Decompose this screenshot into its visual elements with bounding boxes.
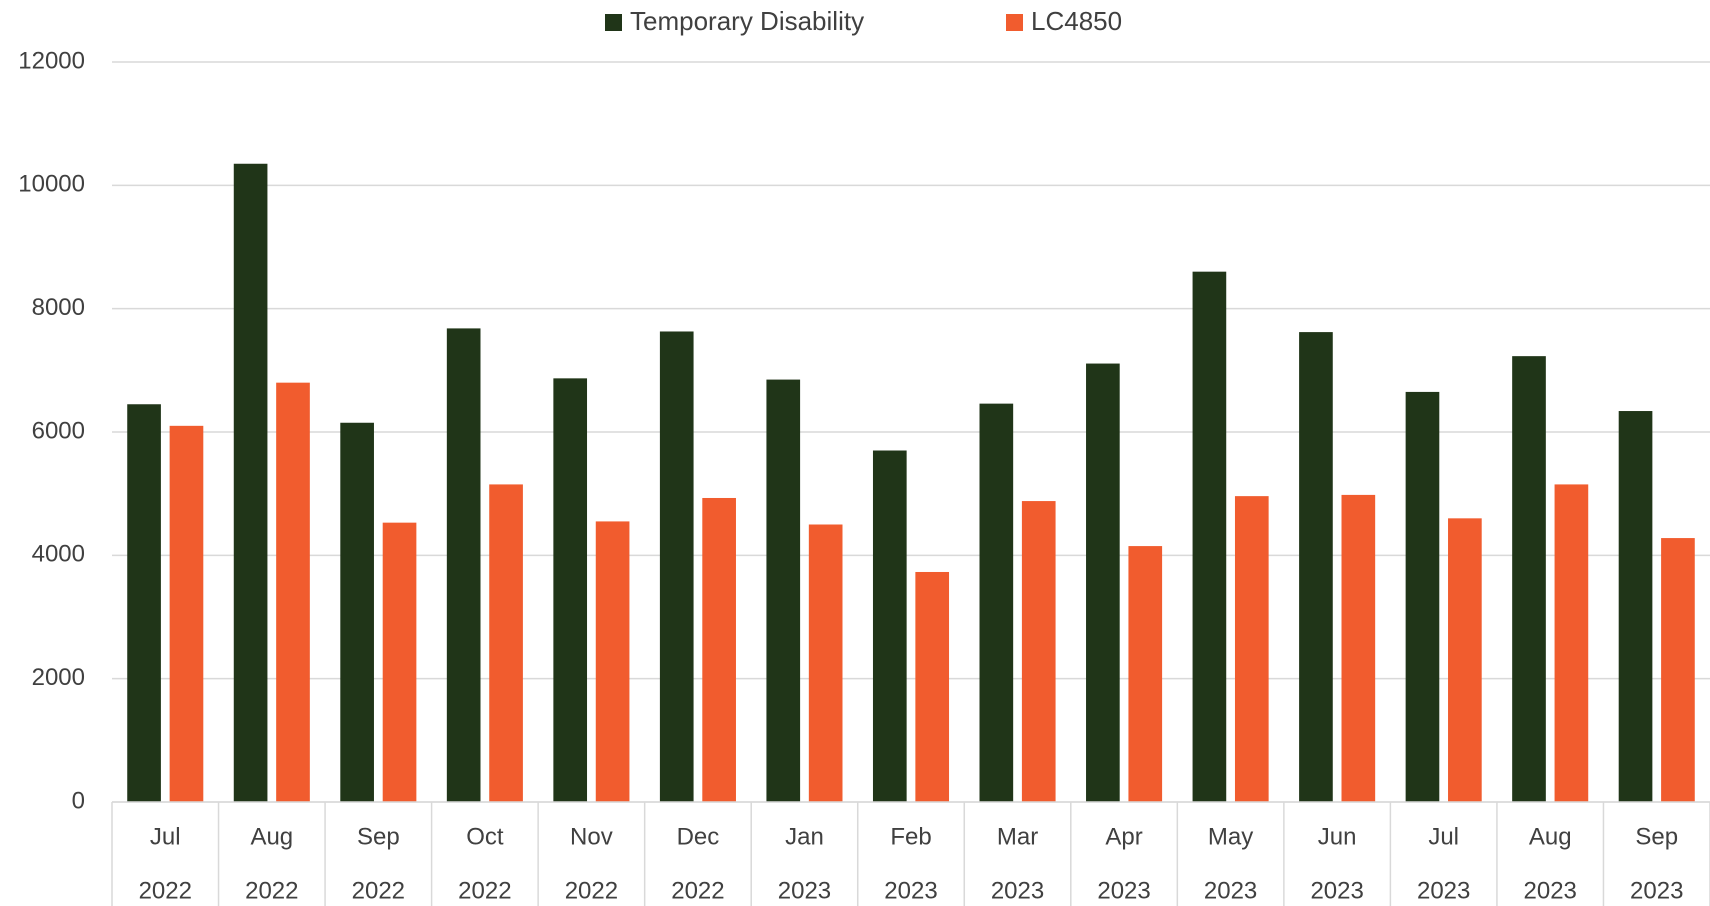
- x-tick-label: 2023: [991, 877, 1044, 904]
- bar: [276, 382, 310, 802]
- x-tick-label: 2022: [565, 877, 618, 904]
- x-tick-label: 2023: [1524, 877, 1577, 904]
- bar: [169, 425, 204, 802]
- bar: [1299, 332, 1333, 802]
- bar: [1554, 484, 1589, 802]
- bar: [1448, 518, 1482, 802]
- x-tick-label: Jun: [1318, 823, 1357, 850]
- y-tick-label: 8000: [32, 294, 85, 321]
- y-tick-label: 2000: [32, 664, 85, 691]
- x-tick-label: Sep: [1635, 823, 1678, 850]
- x-tick-label: 2023: [1630, 877, 1683, 904]
- x-tick-label: Jul: [150, 823, 181, 850]
- x-tick-label: Jan: [785, 823, 824, 850]
- x-tick-label: 2022: [458, 877, 511, 904]
- y-tick-label: 12000: [18, 47, 85, 74]
- bar: [1234, 496, 1269, 802]
- bar: [1341, 494, 1376, 802]
- bar: [489, 484, 523, 802]
- bar: [979, 403, 1014, 802]
- legend-label: Temporary Disability: [630, 6, 864, 36]
- bar: [659, 331, 694, 802]
- bar: [1128, 546, 1163, 802]
- bar: [1661, 538, 1695, 802]
- bar: [915, 571, 950, 802]
- bar: [1192, 271, 1227, 803]
- x-tick-label: May: [1208, 823, 1253, 850]
- bar: [808, 524, 843, 802]
- bar: [127, 404, 161, 802]
- x-tick-label: 2023: [778, 877, 831, 904]
- x-tick-label: Sep: [357, 823, 400, 850]
- bar: [766, 379, 801, 802]
- bar: [1618, 411, 1653, 802]
- bar: [1512, 356, 1546, 802]
- y-tick-label: 6000: [32, 417, 85, 444]
- y-tick-label: 4000: [32, 541, 85, 568]
- x-tick-label: 2023: [1417, 877, 1470, 904]
- x-tick-label: Jul: [1428, 823, 1459, 850]
- x-tick-label: 2023: [884, 877, 937, 904]
- x-tick-label: 2022: [671, 877, 724, 904]
- bar: [702, 497, 736, 802]
- x-tick-label: Aug: [250, 823, 293, 850]
- bar: [1405, 391, 1440, 802]
- bar: [595, 521, 630, 802]
- bar: [553, 378, 588, 802]
- x-tick-label: Feb: [890, 823, 931, 850]
- bar: [446, 328, 481, 802]
- x-tick-label: 2023: [1097, 877, 1150, 904]
- y-tick-label: 10000: [18, 171, 85, 198]
- x-tick-label: Dec: [677, 823, 720, 850]
- bar: [340, 422, 374, 802]
- y-tick-label: 0: [72, 787, 85, 814]
- x-tick-label: Nov: [570, 823, 613, 850]
- legend-label: LC4850: [1031, 6, 1122, 36]
- legend-swatch: [1006, 14, 1023, 31]
- bar: [1021, 501, 1056, 802]
- x-tick-label: Apr: [1105, 823, 1142, 850]
- x-tick-label: 2022: [245, 877, 298, 904]
- x-tick-label: Aug: [1529, 823, 1572, 850]
- bar: [1086, 363, 1120, 802]
- bar: [872, 450, 907, 802]
- bar: [382, 522, 417, 802]
- bar: [233, 163, 268, 802]
- x-tick-label: 2022: [352, 877, 405, 904]
- x-tick-label: 2022: [139, 877, 192, 904]
- x-tick-label: 2023: [1310, 877, 1363, 904]
- x-tick-label: Oct: [466, 823, 504, 850]
- x-tick-label: 2023: [1204, 877, 1257, 904]
- x-tick-label: Mar: [997, 823, 1038, 850]
- legend-swatch: [605, 14, 622, 31]
